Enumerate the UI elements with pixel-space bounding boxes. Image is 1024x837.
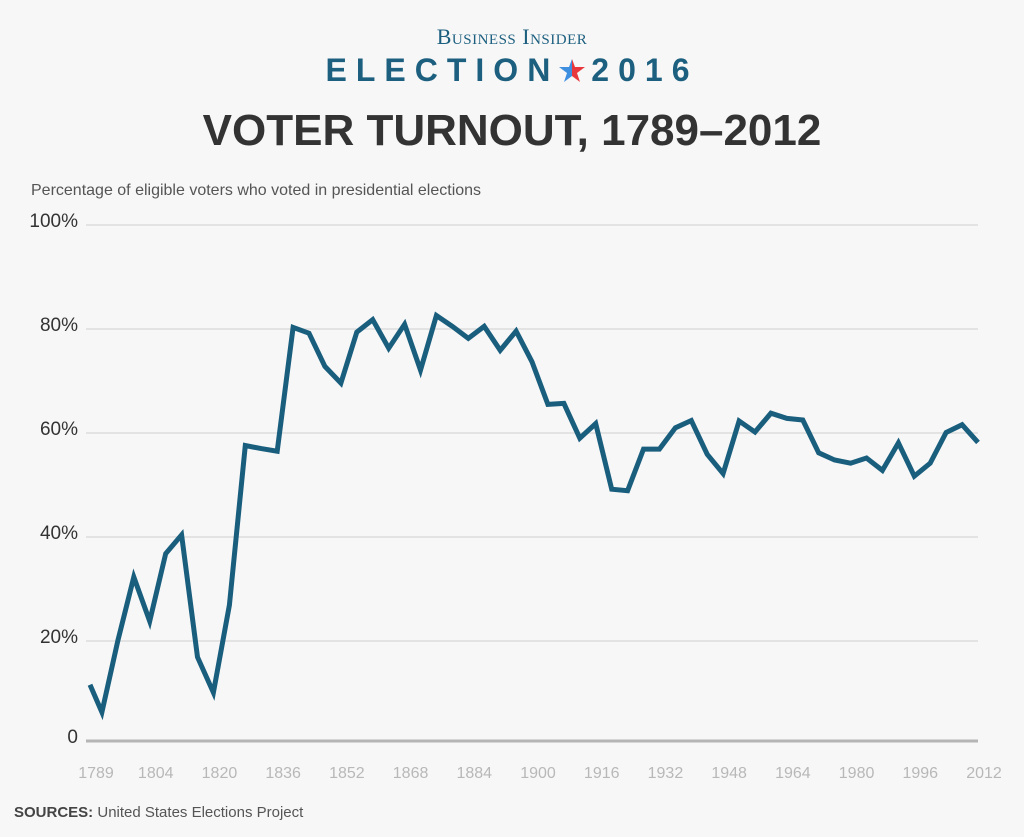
data-point-1912 [577, 436, 582, 441]
data-point-1824 [227, 603, 232, 608]
x-tick-label: 1948 [711, 765, 747, 782]
x-tick-label: 1916 [584, 765, 620, 782]
y-tick-labels: 0 20% 40% 60% 80% 100% [29, 211, 78, 748]
x-tick-labels: 1789 1804 1820 1836 1852 1868 1884 1900 1916 1932… [78, 765, 1002, 782]
x-tick-label: 1804 [138, 765, 174, 782]
y-tick-label: 0 [67, 727, 78, 748]
data-point-1920 [609, 487, 614, 492]
data-point-1844 [307, 331, 312, 336]
data-point-2008 [960, 422, 965, 427]
data-point-1820 [211, 690, 216, 695]
data-point-1932 [657, 447, 662, 452]
data-point-1872 [418, 368, 423, 373]
data-point-1952 [737, 419, 742, 424]
data-point-1796 [115, 638, 120, 643]
data-point-1864 [386, 346, 391, 351]
data-point-1789 [88, 682, 93, 687]
data-point-1804 [147, 619, 152, 624]
data-point-1972 [816, 450, 821, 455]
data-point-1916 [593, 421, 598, 426]
y-tick-label: 60% [40, 419, 78, 440]
data-point-1884 [466, 336, 471, 341]
data-point-1996 [912, 474, 917, 479]
x-tick-label: 1868 [393, 765, 429, 782]
x-tick-label: 1789 [78, 765, 114, 782]
y-tick-label: 80% [40, 315, 78, 336]
data-point-1840 [291, 325, 296, 330]
data-point-1888 [482, 324, 487, 329]
data-point-1800 [131, 575, 136, 580]
data-point-1792 [99, 710, 104, 715]
x-tick-label: 1996 [902, 765, 938, 782]
chart-subtitle: Percentage of eligible voters who voted … [31, 182, 482, 199]
data-point-1896 [514, 329, 519, 334]
data-point-1860 [370, 317, 375, 322]
x-tick-label: 2012 [966, 765, 1002, 782]
turnout-line [87, 311, 980, 721]
data-point-1928 [641, 447, 646, 452]
data-point-1852 [338, 381, 343, 386]
sources-text: United States Elections Project [93, 804, 304, 821]
data-point-1816 [195, 655, 200, 660]
brand-logo: Business Insider [436, 24, 588, 49]
chart-title: VOTER TURNOUT, 1789–2012 [202, 106, 822, 155]
data-point-1876 [434, 313, 439, 318]
data-point-1988 [880, 468, 885, 473]
x-tick-label: 1852 [329, 765, 365, 782]
data-point-1992 [896, 440, 901, 445]
x-tick-label: 1932 [648, 765, 684, 782]
data-point-1856 [354, 330, 359, 335]
data-point-2012 [976, 440, 981, 445]
data-point-1900 [530, 359, 535, 364]
data-point-2000 [928, 461, 933, 466]
x-tick-label: 1964 [775, 765, 811, 782]
data-point-1976 [832, 458, 837, 463]
data-point-1880 [450, 324, 455, 329]
gridlines [86, 224, 978, 642]
data-point-1948 [721, 471, 726, 476]
sources-note: SOURCES: United States Elections Project [14, 804, 303, 821]
data-point-1836 [275, 449, 280, 454]
data-point-1940 [689, 418, 694, 423]
election-year: 2016 [591, 52, 699, 88]
data-point-1892 [498, 348, 503, 353]
star-icon [559, 59, 586, 82]
data-point-1808 [163, 551, 168, 556]
data-point-1956 [753, 429, 758, 434]
data-point-1984 [864, 455, 869, 460]
data-point-1828 [243, 443, 248, 448]
x-tick-label: 1980 [839, 765, 875, 782]
data-point-1960 [768, 411, 773, 416]
data-point-1944 [705, 452, 710, 457]
x-tick-label: 1836 [265, 765, 301, 782]
y-tick-label: 40% [40, 523, 78, 544]
sources-label: SOURCES: [14, 804, 94, 821]
data-point-1868 [402, 322, 407, 327]
x-tick-label: 1884 [456, 765, 492, 782]
data-point-2004 [944, 430, 949, 435]
data-point-1968 [800, 418, 805, 423]
x-tick-label: 1820 [202, 765, 238, 782]
data-point-1848 [322, 364, 327, 369]
data-point-1904 [545, 402, 550, 407]
data-point-1832 [259, 446, 264, 451]
y-tick-label: 100% [29, 211, 78, 232]
data-point-1908 [561, 401, 566, 406]
election-logo: ELECTION 2016 [0, 52, 1024, 89]
data-point-1812 [179, 532, 184, 537]
election-word: ELECTION [325, 52, 560, 88]
data-point-1924 [625, 488, 630, 493]
y-tick-label: 20% [40, 627, 78, 648]
data-point-1936 [673, 425, 678, 430]
data-point-1964 [784, 416, 789, 421]
x-tick-label: 1900 [520, 765, 556, 782]
data-point-1980 [848, 461, 853, 466]
